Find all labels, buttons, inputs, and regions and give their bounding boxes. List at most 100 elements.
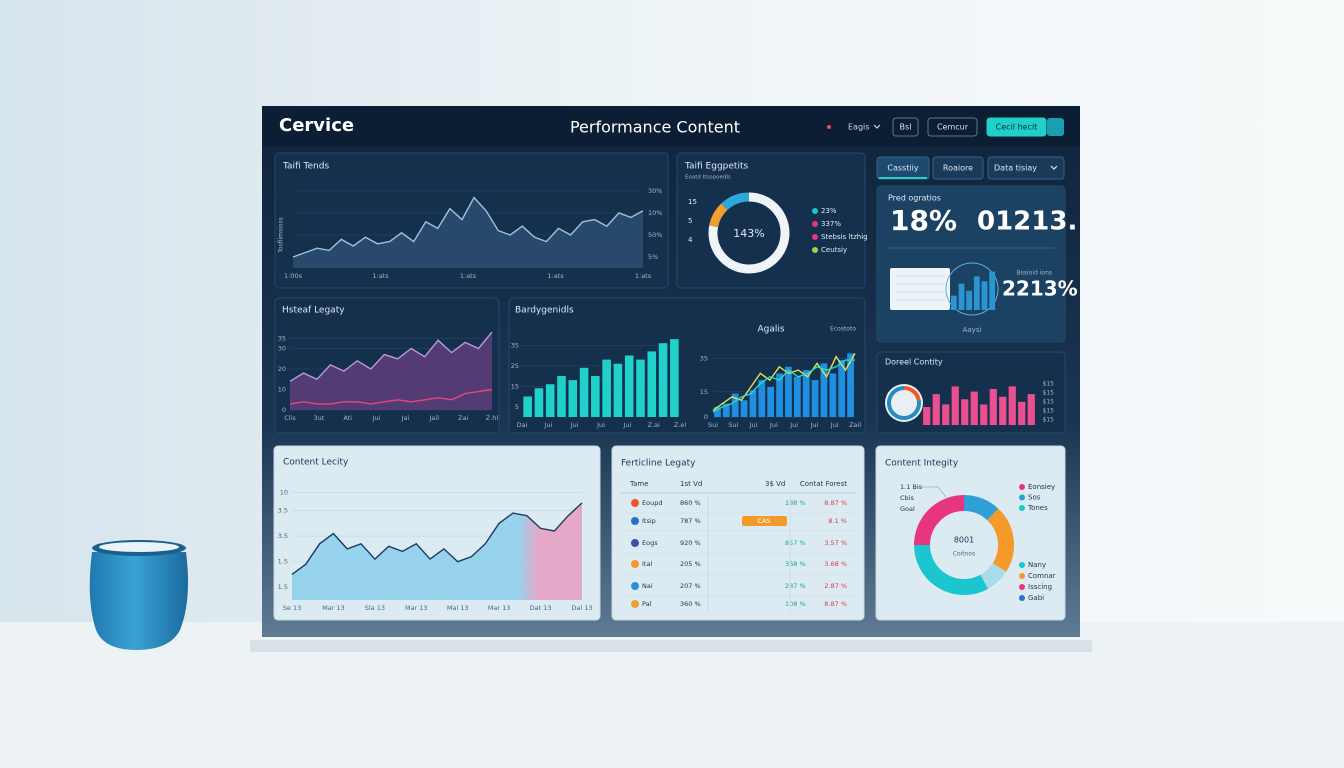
x-tick-label: Z.ai <box>648 421 661 429</box>
button-label[interactable]: Bsl <box>900 123 912 132</box>
tab[interactable] <box>987 156 1065 180</box>
x-tick-label: 1:ats <box>460 272 477 280</box>
header-button[interactable] <box>892 117 919 137</box>
x-tick-label: Sui <box>708 421 718 429</box>
bar <box>820 363 828 417</box>
donut-segment <box>708 192 790 274</box>
x-tick-label: 1:ats <box>635 272 652 280</box>
table-cell: 108 % <box>785 600 806 608</box>
column-header: 3$ Vd <box>765 480 785 488</box>
donut-center-sub: Coitnos <box>953 551 975 558</box>
donut-segment <box>721 192 750 211</box>
y-tick-label: 20 <box>278 365 286 373</box>
x-tick-label: Z.el <box>674 421 687 429</box>
y-tick-label: 30 <box>278 345 286 353</box>
x-tick-label: Zai <box>458 414 468 422</box>
chart-title: Agalis <box>757 325 784 335</box>
donut-segment <box>914 495 965 546</box>
page-title: Performance Content <box>570 118 740 137</box>
chevron <box>1050 165 1058 170</box>
tab[interactable] <box>932 156 984 180</box>
chevron <box>873 124 881 129</box>
mini-card <box>890 268 950 310</box>
table-cell: Ital <box>642 560 652 568</box>
bar <box>776 373 783 417</box>
x-tick-label: Dal 13 <box>571 604 592 612</box>
area-line <box>289 331 493 382</box>
area <box>292 502 582 600</box>
x-tick-label: Z.hl <box>486 414 499 422</box>
donut-center: 143% <box>733 227 764 240</box>
row-icon <box>631 582 639 590</box>
column-header: Contat Forest <box>800 480 847 488</box>
side-label: $15 <box>1043 408 1055 415</box>
bar <box>636 359 645 417</box>
table-cell: 860 % <box>680 499 701 507</box>
x-tick-label: Mar 13 <box>405 604 428 612</box>
panel-title: Content Lecity <box>283 458 349 468</box>
y-tick-label: 30% <box>648 187 662 195</box>
x-tick-label: Jui <box>543 421 552 429</box>
legend-label: Stebsis ltzhig <box>821 233 868 241</box>
bar <box>740 400 748 417</box>
header-button[interactable] <box>986 117 1047 137</box>
cup-inside <box>99 542 179 552</box>
bar <box>966 290 973 310</box>
button-label[interactable]: Cemcur <box>937 123 969 132</box>
tab-label[interactable]: Roaiore <box>943 164 973 173</box>
panel-title: Hsteaf Legaty <box>282 306 345 316</box>
bar <box>624 355 634 417</box>
bar <box>923 407 931 425</box>
x-tick-label: 1:00s <box>284 272 303 280</box>
bar <box>767 386 775 417</box>
tab-label[interactable]: Casstiiy <box>887 164 918 173</box>
header-button[interactable] <box>927 117 978 137</box>
side-label: Cbis <box>900 494 914 502</box>
legend-label: Isscing <box>1028 583 1052 591</box>
bar <box>545 384 555 417</box>
bar <box>989 271 996 310</box>
row-icon <box>631 560 639 568</box>
tab-label[interactable]: Data tisiay <box>994 164 1037 173</box>
donut-segment <box>979 562 1007 589</box>
cup <box>89 552 188 650</box>
bar <box>847 353 854 417</box>
side-label: 1.1 Bis <box>900 483 923 491</box>
legend-swatch <box>1019 494 1025 501</box>
side-label: $15 <box>1043 381 1055 388</box>
donut-segment <box>903 386 921 401</box>
bar <box>829 373 837 417</box>
panel-title: Ferticline Legaty <box>621 459 696 469</box>
row-icon <box>631 539 639 547</box>
selector[interactable]: Eagis <box>848 123 869 132</box>
legend-label: Gabi <box>1028 594 1044 602</box>
bar <box>731 393 739 417</box>
legend-label: Eonsiey <box>1028 483 1055 491</box>
bar <box>579 367 589 417</box>
bar <box>951 386 959 425</box>
donut-segment <box>709 203 728 228</box>
bar <box>981 281 988 310</box>
x-tick-label: Dai <box>517 421 528 429</box>
bar <box>961 399 969 425</box>
button-label[interactable]: Cecil hecit <box>996 123 1038 132</box>
donut-center: 8001 <box>954 536 974 545</box>
header-icon-button[interactable] <box>1047 118 1064 136</box>
bar <box>999 396 1007 425</box>
table-cell: 857 % <box>785 539 806 547</box>
donut-segment <box>914 544 989 595</box>
table-cell: CAS <box>757 517 770 525</box>
column-header: 1st Vd <box>680 480 702 488</box>
bar <box>613 363 623 417</box>
bar <box>534 388 544 417</box>
bar <box>714 406 721 417</box>
bar <box>722 403 730 417</box>
bar <box>602 359 611 417</box>
panel-title: Taifi Tends <box>282 162 329 172</box>
x-tick-label: Se 13 <box>283 604 301 612</box>
bar <box>980 404 988 425</box>
area <box>293 197 643 268</box>
bar <box>557 376 566 417</box>
bar <box>568 380 578 417</box>
